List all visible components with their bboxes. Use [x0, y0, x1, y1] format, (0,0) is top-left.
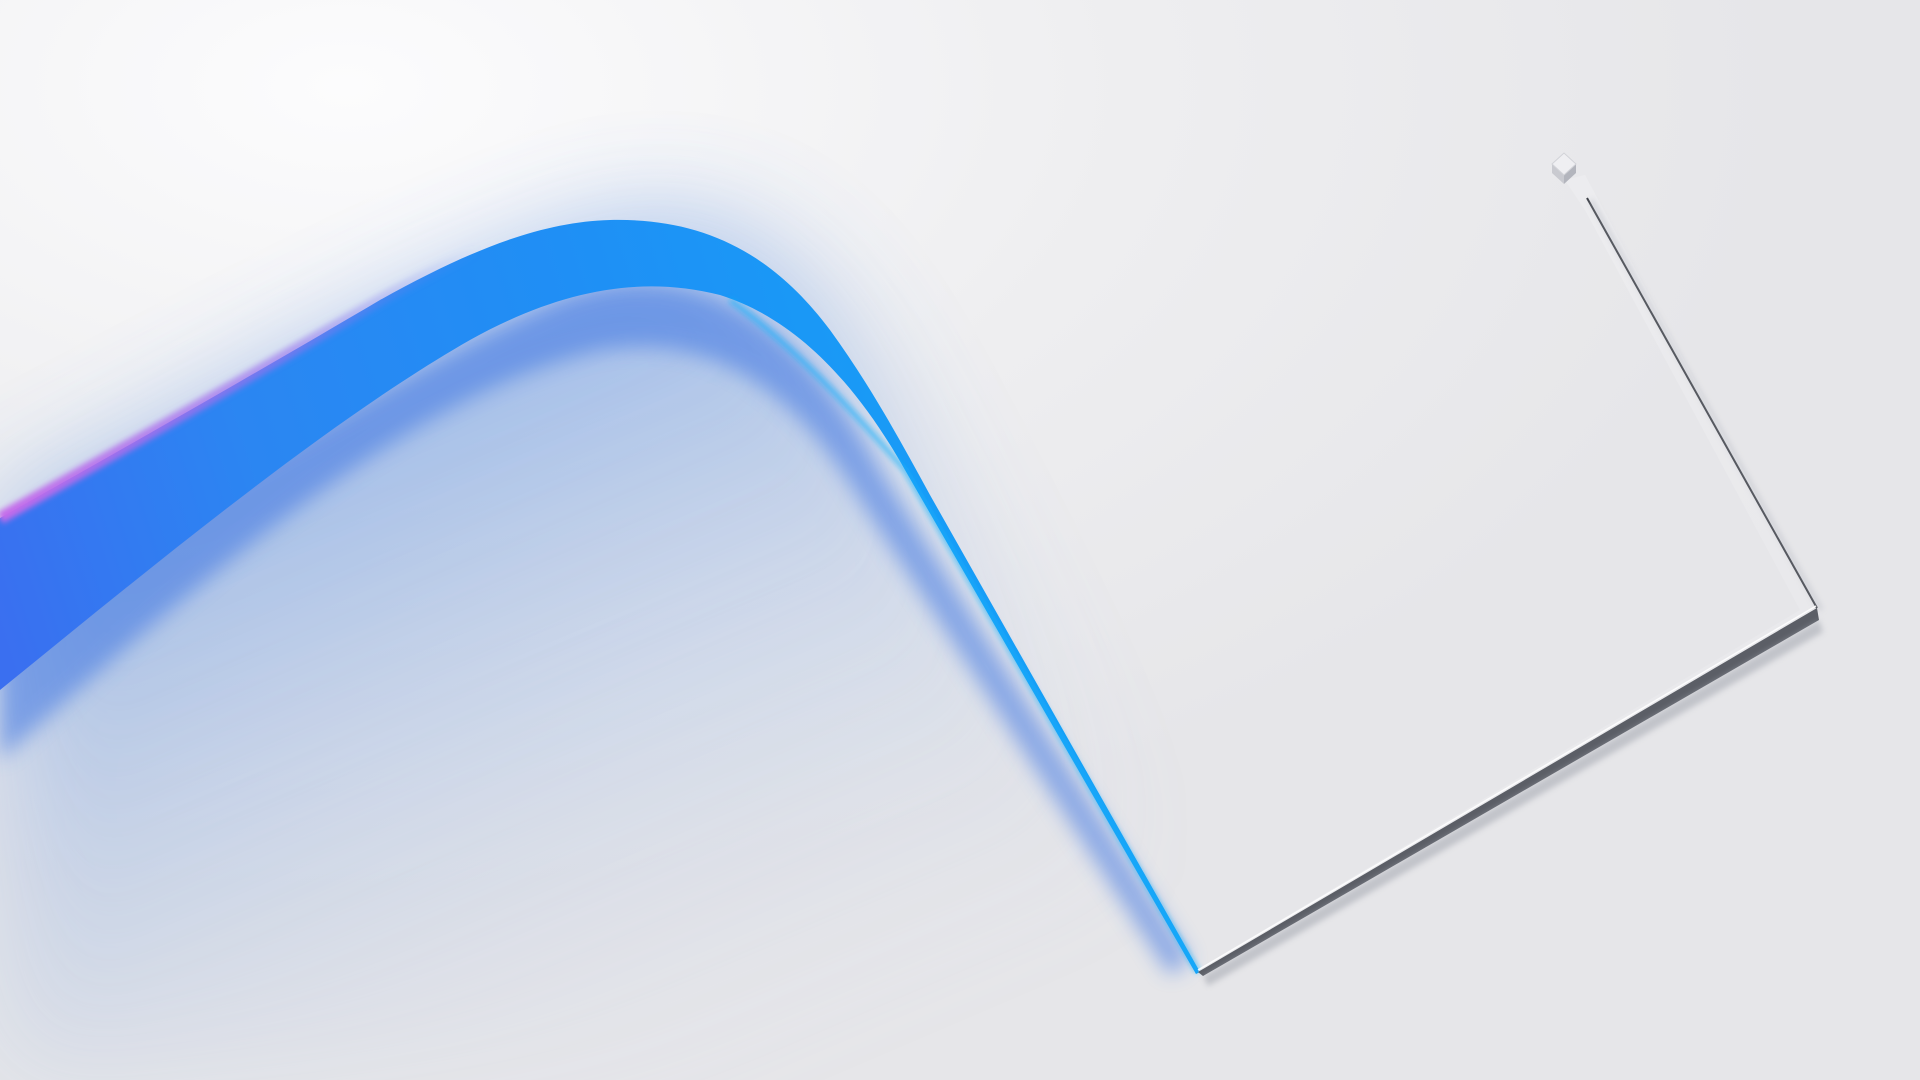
ribbon-shadow [0, 283, 1190, 975]
cube [1551, 152, 1577, 184]
square-edge-right [1586, 197, 1818, 609]
ribbon-edge-highlight [728, 298, 1200, 974]
ribbon-violet-rim [0, 244, 483, 524]
ribbon [0, 219, 1200, 975]
square-edge-bottom [1198, 608, 1819, 976]
square-edge-right-shadow [1589, 199, 1823, 611]
square-edge-bottom-shadow [1203, 620, 1823, 986]
square-edge-bottom-highlight [1197, 605, 1817, 971]
